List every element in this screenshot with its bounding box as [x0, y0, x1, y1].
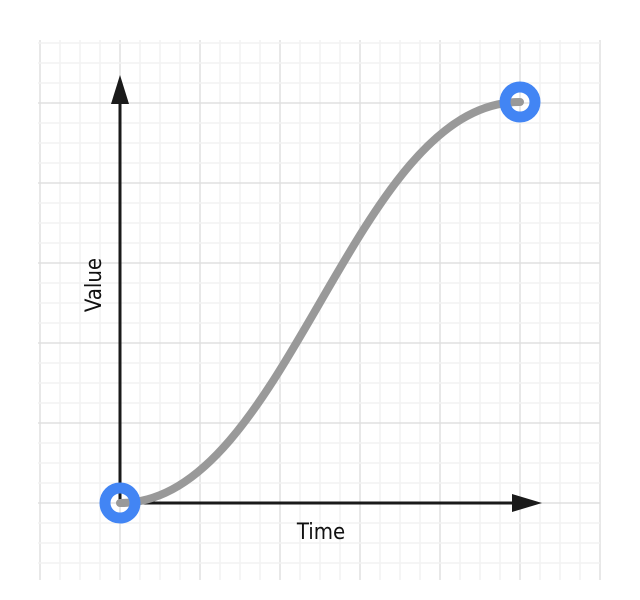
x-axis-label: Time	[296, 520, 345, 545]
y-axis-label: Value	[82, 258, 107, 312]
x-axis-arrow-icon	[512, 494, 542, 512]
grid	[38, 40, 601, 580]
start-handle[interactable]	[99, 482, 141, 524]
end-point[interactable]	[499, 81, 541, 123]
x-axis	[120, 494, 542, 512]
start-point[interactable]	[99, 482, 141, 524]
y-axis-arrow-icon	[111, 75, 129, 104]
end-handle[interactable]	[499, 81, 541, 123]
easing-curve	[116, 98, 524, 507]
y-axis	[111, 75, 129, 503]
